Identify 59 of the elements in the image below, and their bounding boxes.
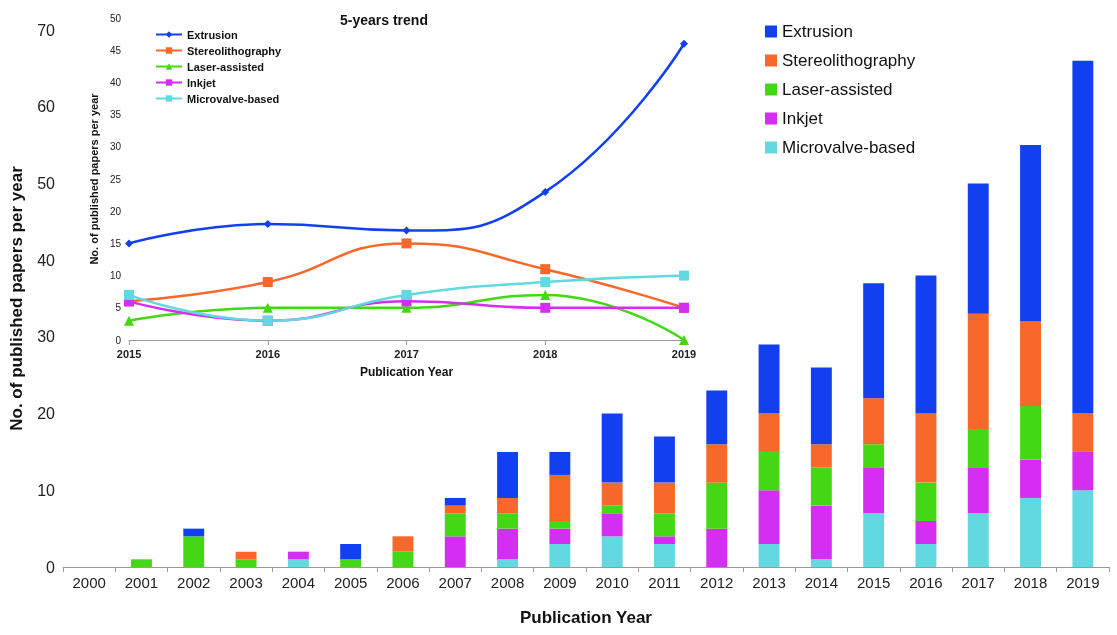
legend-label: Microvalve-based — [782, 138, 916, 157]
legend-label: Inkjet — [187, 76, 217, 89]
x-tick-label: 2015 — [116, 347, 142, 360]
x-tick-label: 2016 — [909, 574, 943, 591]
x-tick-label: 2019 — [671, 347, 697, 360]
legend-label: Extrusion — [187, 28, 239, 41]
x-tick-label: 2010 — [595, 574, 629, 591]
x-tick-label: 2015 — [856, 574, 891, 591]
y-tick-label: 25 — [109, 173, 122, 185]
legend-label: Laser-assisted — [782, 80, 893, 99]
y-tick-label: 30 — [37, 328, 56, 346]
x-tick-label: 2004 — [281, 574, 316, 591]
chart-title: 5-years trend — [340, 12, 428, 28]
legend-label: Stereolithography — [782, 51, 916, 70]
y-tick-label: 10 — [109, 270, 122, 282]
x-tick-label: 2005 — [333, 574, 368, 591]
x-tick-label: 2014 — [804, 574, 839, 591]
x-tick-label: 2000 — [72, 574, 106, 591]
x-tick-label: 2013 — [752, 574, 786, 591]
x-axis-title: Publication Year — [520, 608, 653, 627]
y-tick-label: 0 — [115, 334, 122, 346]
y-tick-label: 60 — [37, 98, 56, 116]
y-tick-label: 50 — [109, 12, 122, 24]
x-tick-label: 2018 — [533, 347, 558, 360]
x-tick-label: 2018 — [1013, 574, 1048, 591]
y-tick-label: 20 — [109, 205, 122, 217]
x-tick-label: 2008 — [490, 574, 525, 591]
legend-label: Stereolithography — [187, 44, 283, 57]
x-tick-label: 2011 — [648, 574, 681, 591]
x-tick-label: 2007 — [438, 574, 472, 591]
y-tick-label: 5 — [115, 302, 122, 314]
y-tick-label: 15 — [109, 237, 122, 249]
y-tick-label: 20 — [37, 405, 56, 423]
y-tick-label: 70 — [37, 21, 56, 39]
y-tick-label: 0 — [46, 558, 56, 576]
x-tick-label: 2012 — [700, 574, 734, 591]
x-tick-label: 2017 — [394, 347, 419, 360]
y-tick-label: 40 — [37, 251, 56, 269]
legend-label: Microvalve-based — [187, 92, 280, 105]
x-tick-label: 2002 — [177, 574, 211, 591]
x-tick-label: 2019 — [1066, 574, 1100, 591]
y-tick-label: 50 — [37, 174, 56, 192]
legend-label: Extrusion — [782, 22, 853, 41]
x-tick-label: 2003 — [229, 574, 263, 591]
legend-label: Inkjet — [782, 109, 823, 128]
y-tick-label: 30 — [109, 141, 122, 153]
x-tick-label: 2001 — [124, 574, 159, 591]
x-axis-title: Publication Year — [359, 365, 454, 379]
y-tick-label: 40 — [109, 76, 122, 88]
y-tick-label: 10 — [37, 481, 56, 499]
x-tick-label: 2017 — [961, 574, 995, 591]
y-tick-label: 45 — [109, 44, 122, 56]
legend-label: Laser-assisted — [187, 60, 265, 73]
y-tick-label: 35 — [109, 109, 122, 121]
x-tick-label: 2006 — [386, 574, 420, 591]
x-tick-label: 2016 — [255, 347, 281, 360]
x-tick-label: 2009 — [543, 574, 577, 591]
y-axis-title: No. of published papers per year — [7, 165, 26, 431]
y-axis-title: No. of published papers per year — [87, 92, 100, 265]
